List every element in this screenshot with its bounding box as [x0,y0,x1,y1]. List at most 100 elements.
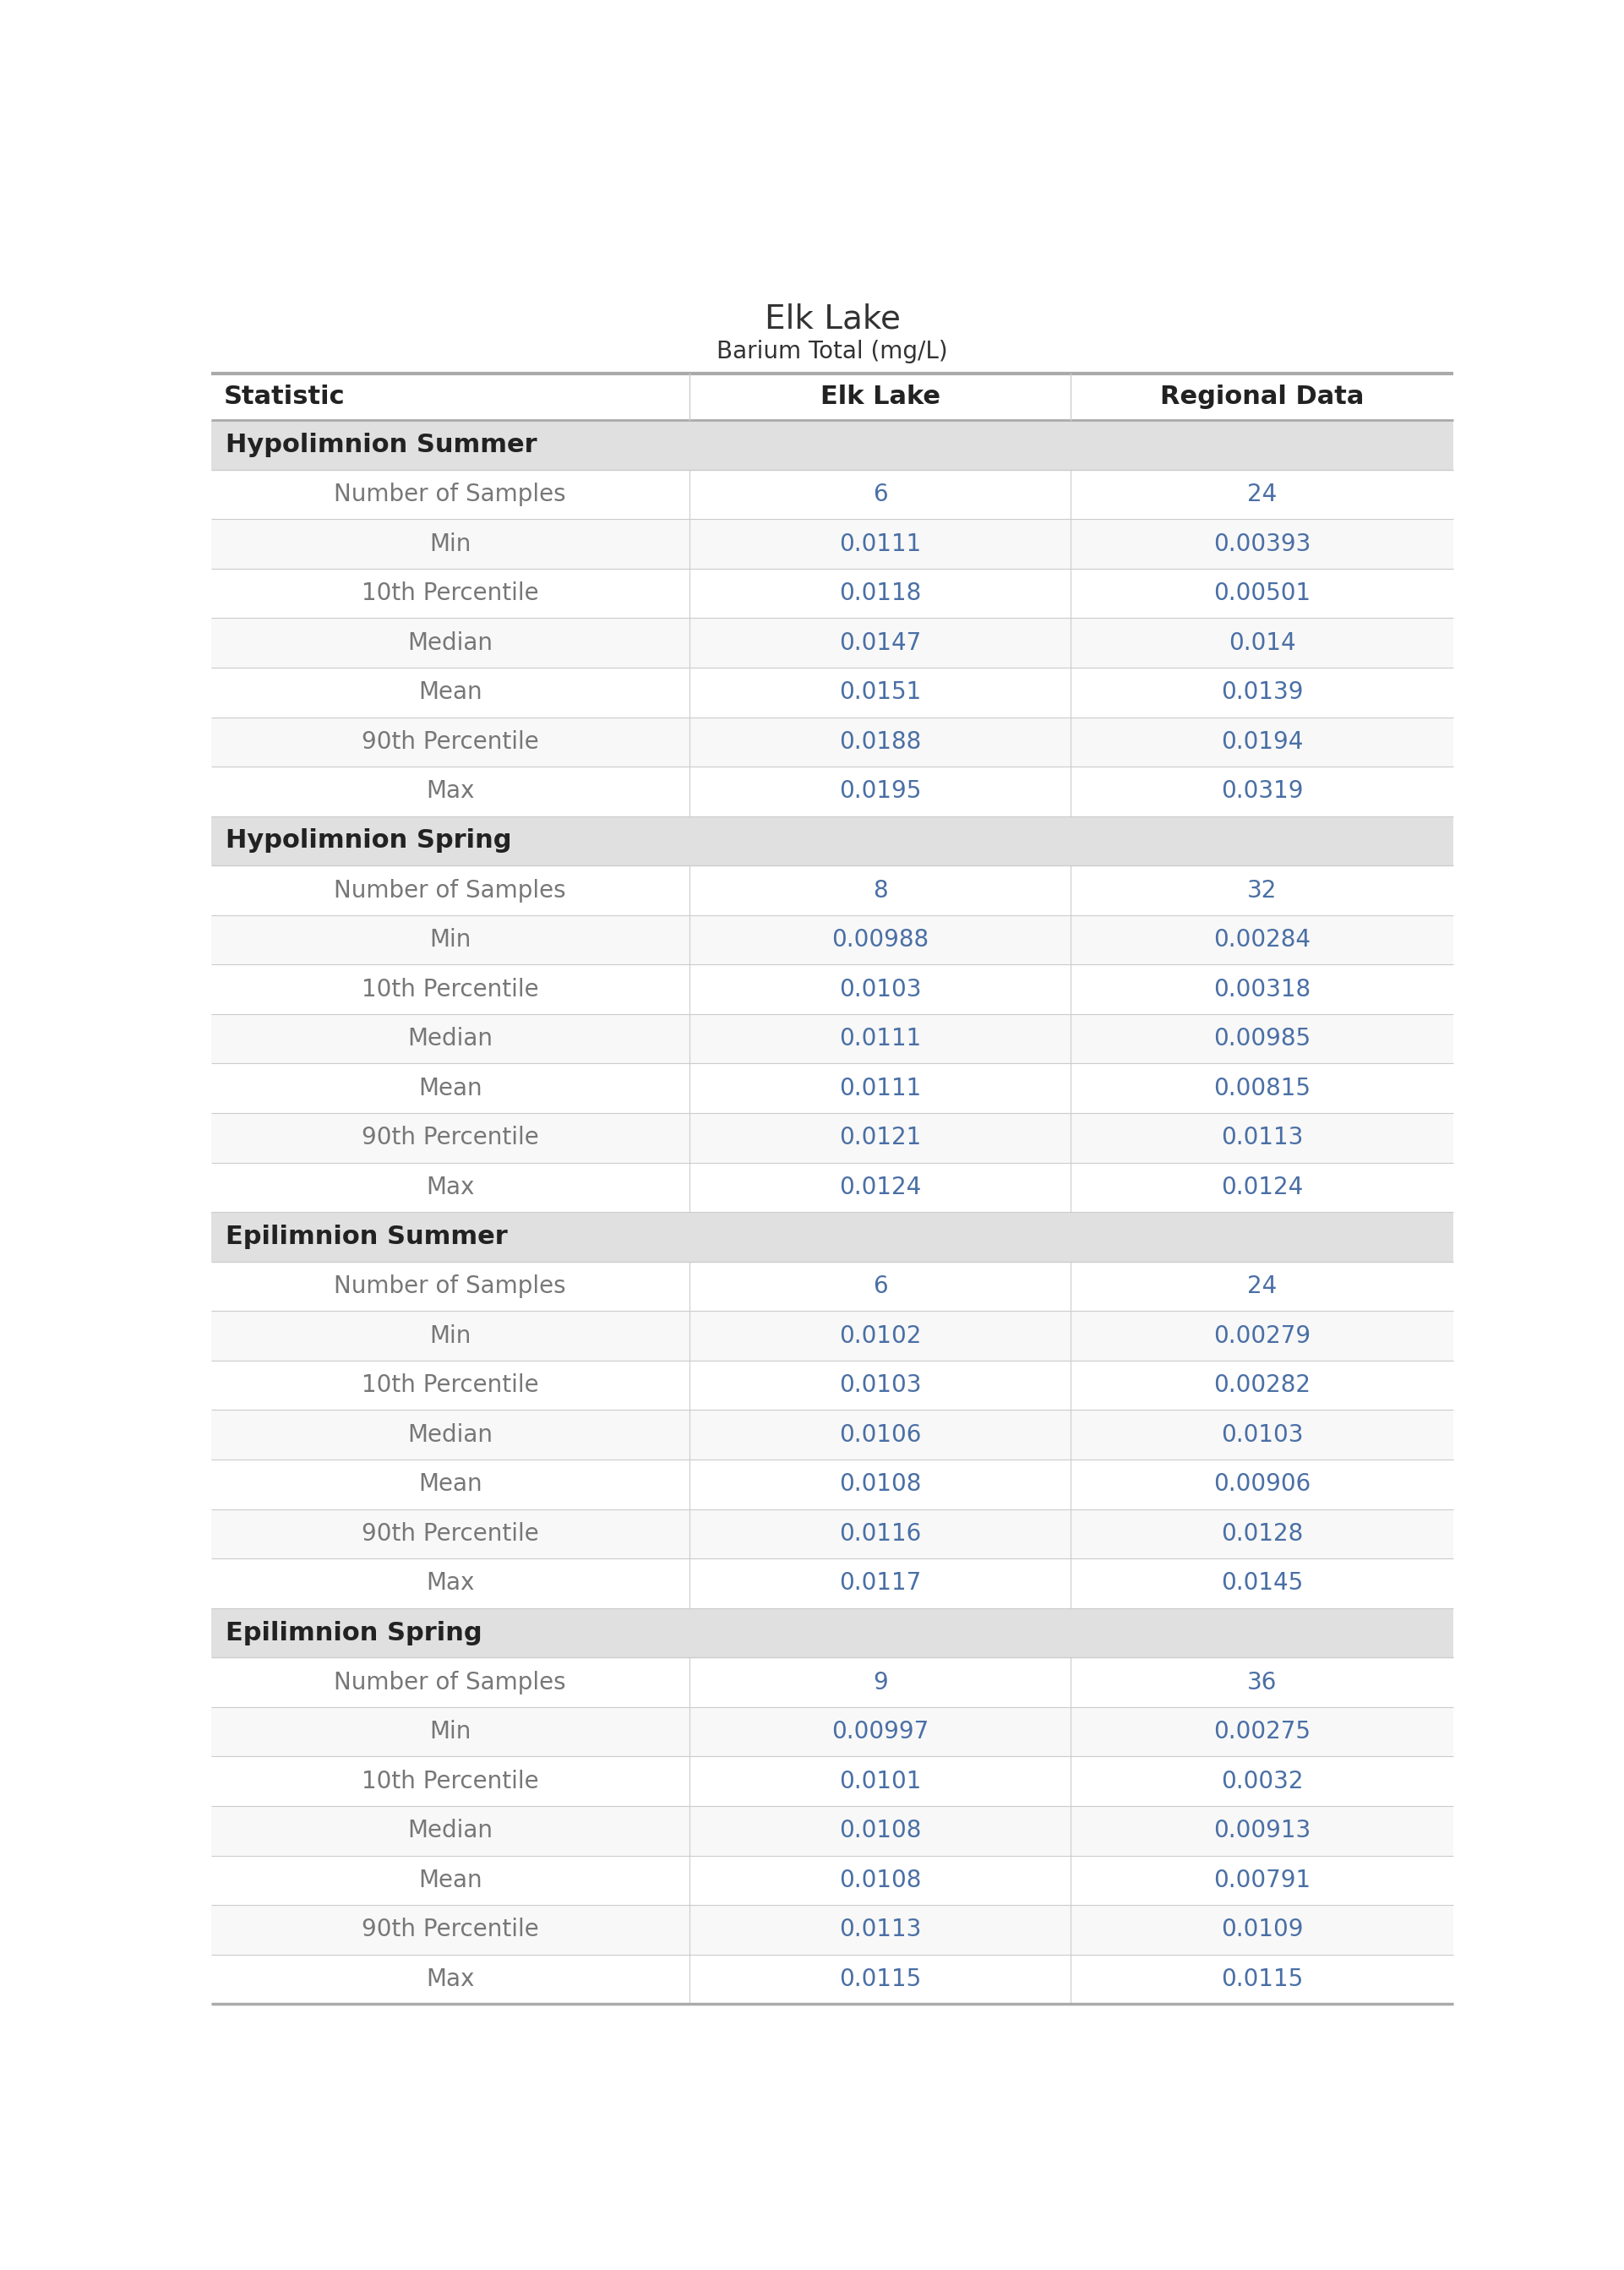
Bar [211,1657,1453,1707]
Text: 0.00791: 0.00791 [1213,1868,1311,1893]
Text: 0.0111: 0.0111 [840,1076,921,1101]
Text: 0.00913: 0.00913 [1213,1818,1311,1843]
Bar [211,1112,1453,1162]
Text: Max: Max [425,1176,474,1199]
Text: 0.0106: 0.0106 [840,1423,921,1446]
Text: Elk Lake: Elk Lake [820,384,940,409]
Text: 0.0128: 0.0128 [1221,1521,1304,1546]
Text: Min: Min [429,1323,471,1348]
Bar [211,1162,1453,1212]
Text: 0.00393: 0.00393 [1213,531,1311,556]
Text: 0.0139: 0.0139 [1221,681,1304,704]
Text: Number of Samples: Number of Samples [335,1273,567,1298]
Text: Number of Samples: Number of Samples [335,1671,567,1693]
Text: Median: Median [408,1818,492,1843]
Bar [211,667,1453,717]
Text: 0.0108: 0.0108 [840,1868,921,1893]
Text: Number of Samples: Number of Samples [335,484,567,506]
Bar [211,1807,1453,1855]
Text: 0.0111: 0.0111 [840,1026,921,1051]
Text: 0.00282: 0.00282 [1213,1373,1311,1396]
Text: Mean: Mean [417,1473,482,1496]
Bar [211,717,1453,767]
Text: 0.0319: 0.0319 [1221,779,1304,804]
Text: Barium Total (mg/L): Barium Total (mg/L) [716,340,948,363]
Text: 0.0117: 0.0117 [840,1571,921,1596]
Text: Number of Samples: Number of Samples [335,878,567,901]
Bar [211,1855,1453,1905]
Bar [211,1954,1453,2004]
Text: 0.0108: 0.0108 [840,1818,921,1843]
Bar [211,1410,1453,1460]
Text: Min: Min [429,531,471,556]
Text: 10th Percentile: 10th Percentile [362,581,539,606]
Text: 0.0113: 0.0113 [1221,1126,1304,1149]
Text: 90th Percentile: 90th Percentile [362,731,539,754]
Bar [211,1559,1453,1607]
Text: 0.00815: 0.00815 [1213,1076,1311,1101]
Text: 6: 6 [872,484,888,506]
Text: Regional Data: Regional Data [1161,384,1364,409]
Text: 0.0151: 0.0151 [840,681,921,704]
Text: 0.0102: 0.0102 [840,1323,921,1348]
Bar [211,1312,1453,1360]
Text: 0.00284: 0.00284 [1213,928,1311,951]
Text: 0.00279: 0.00279 [1213,1323,1311,1348]
Bar [211,1607,1453,1657]
Bar [211,1360,1453,1410]
Text: 0.0108: 0.0108 [840,1473,921,1496]
Text: Mean: Mean [417,1868,482,1893]
Bar [211,1707,1453,1757]
Text: Mean: Mean [417,681,482,704]
Text: 0.0109: 0.0109 [1221,1918,1304,1941]
Text: Elk Lake: Elk Lake [765,304,900,336]
Text: Min: Min [429,928,471,951]
Text: Min: Min [429,1721,471,1743]
Bar [211,568,1453,617]
Text: 0.0113: 0.0113 [840,1918,921,1941]
Text: 0.00906: 0.00906 [1213,1473,1311,1496]
Text: Epilimnion Spring: Epilimnion Spring [226,1621,482,1646]
Text: 0.0118: 0.0118 [840,581,921,606]
Bar [211,1262,1453,1312]
Bar [211,1460,1453,1510]
Text: 8: 8 [872,878,888,901]
Text: 24: 24 [1247,484,1276,506]
Text: 0.0115: 0.0115 [1221,1968,1304,1991]
Text: 0.0145: 0.0145 [1221,1571,1304,1596]
Text: 0.0103: 0.0103 [840,978,921,1001]
Bar [211,420,1453,470]
Text: 90th Percentile: 90th Percentile [362,1126,539,1149]
Text: 0.00275: 0.00275 [1213,1721,1311,1743]
Bar [211,817,1453,865]
Text: Max: Max [425,1968,474,1991]
Bar [211,965,1453,1015]
Text: 9: 9 [872,1671,888,1693]
Text: 10th Percentile: 10th Percentile [362,1373,539,1396]
Text: 0.00997: 0.00997 [831,1721,929,1743]
Text: 0.0124: 0.0124 [840,1176,921,1199]
Bar [211,470,1453,520]
Text: 0.0103: 0.0103 [840,1373,921,1396]
Bar [211,915,1453,965]
Text: 0.0111: 0.0111 [840,531,921,556]
Text: 0.014: 0.014 [1229,631,1296,654]
Text: 0.0115: 0.0115 [840,1968,921,1991]
Text: 0.0147: 0.0147 [840,631,921,654]
Text: 90th Percentile: 90th Percentile [362,1918,539,1941]
Text: 0.0188: 0.0188 [840,731,921,754]
Bar [211,1015,1453,1065]
Bar [211,520,1453,568]
Text: 6: 6 [872,1273,888,1298]
Text: 36: 36 [1247,1671,1278,1693]
Text: 0.0101: 0.0101 [840,1768,921,1793]
Text: Mean: Mean [417,1076,482,1101]
Text: Max: Max [425,779,474,804]
Text: 10th Percentile: 10th Percentile [362,1768,539,1793]
Text: Hypolimnion Summer: Hypolimnion Summer [226,434,538,456]
Text: Median: Median [408,631,492,654]
Text: Median: Median [408,1026,492,1051]
Text: 0.0194: 0.0194 [1221,731,1304,754]
Bar [211,1065,1453,1112]
Text: Max: Max [425,1571,474,1596]
